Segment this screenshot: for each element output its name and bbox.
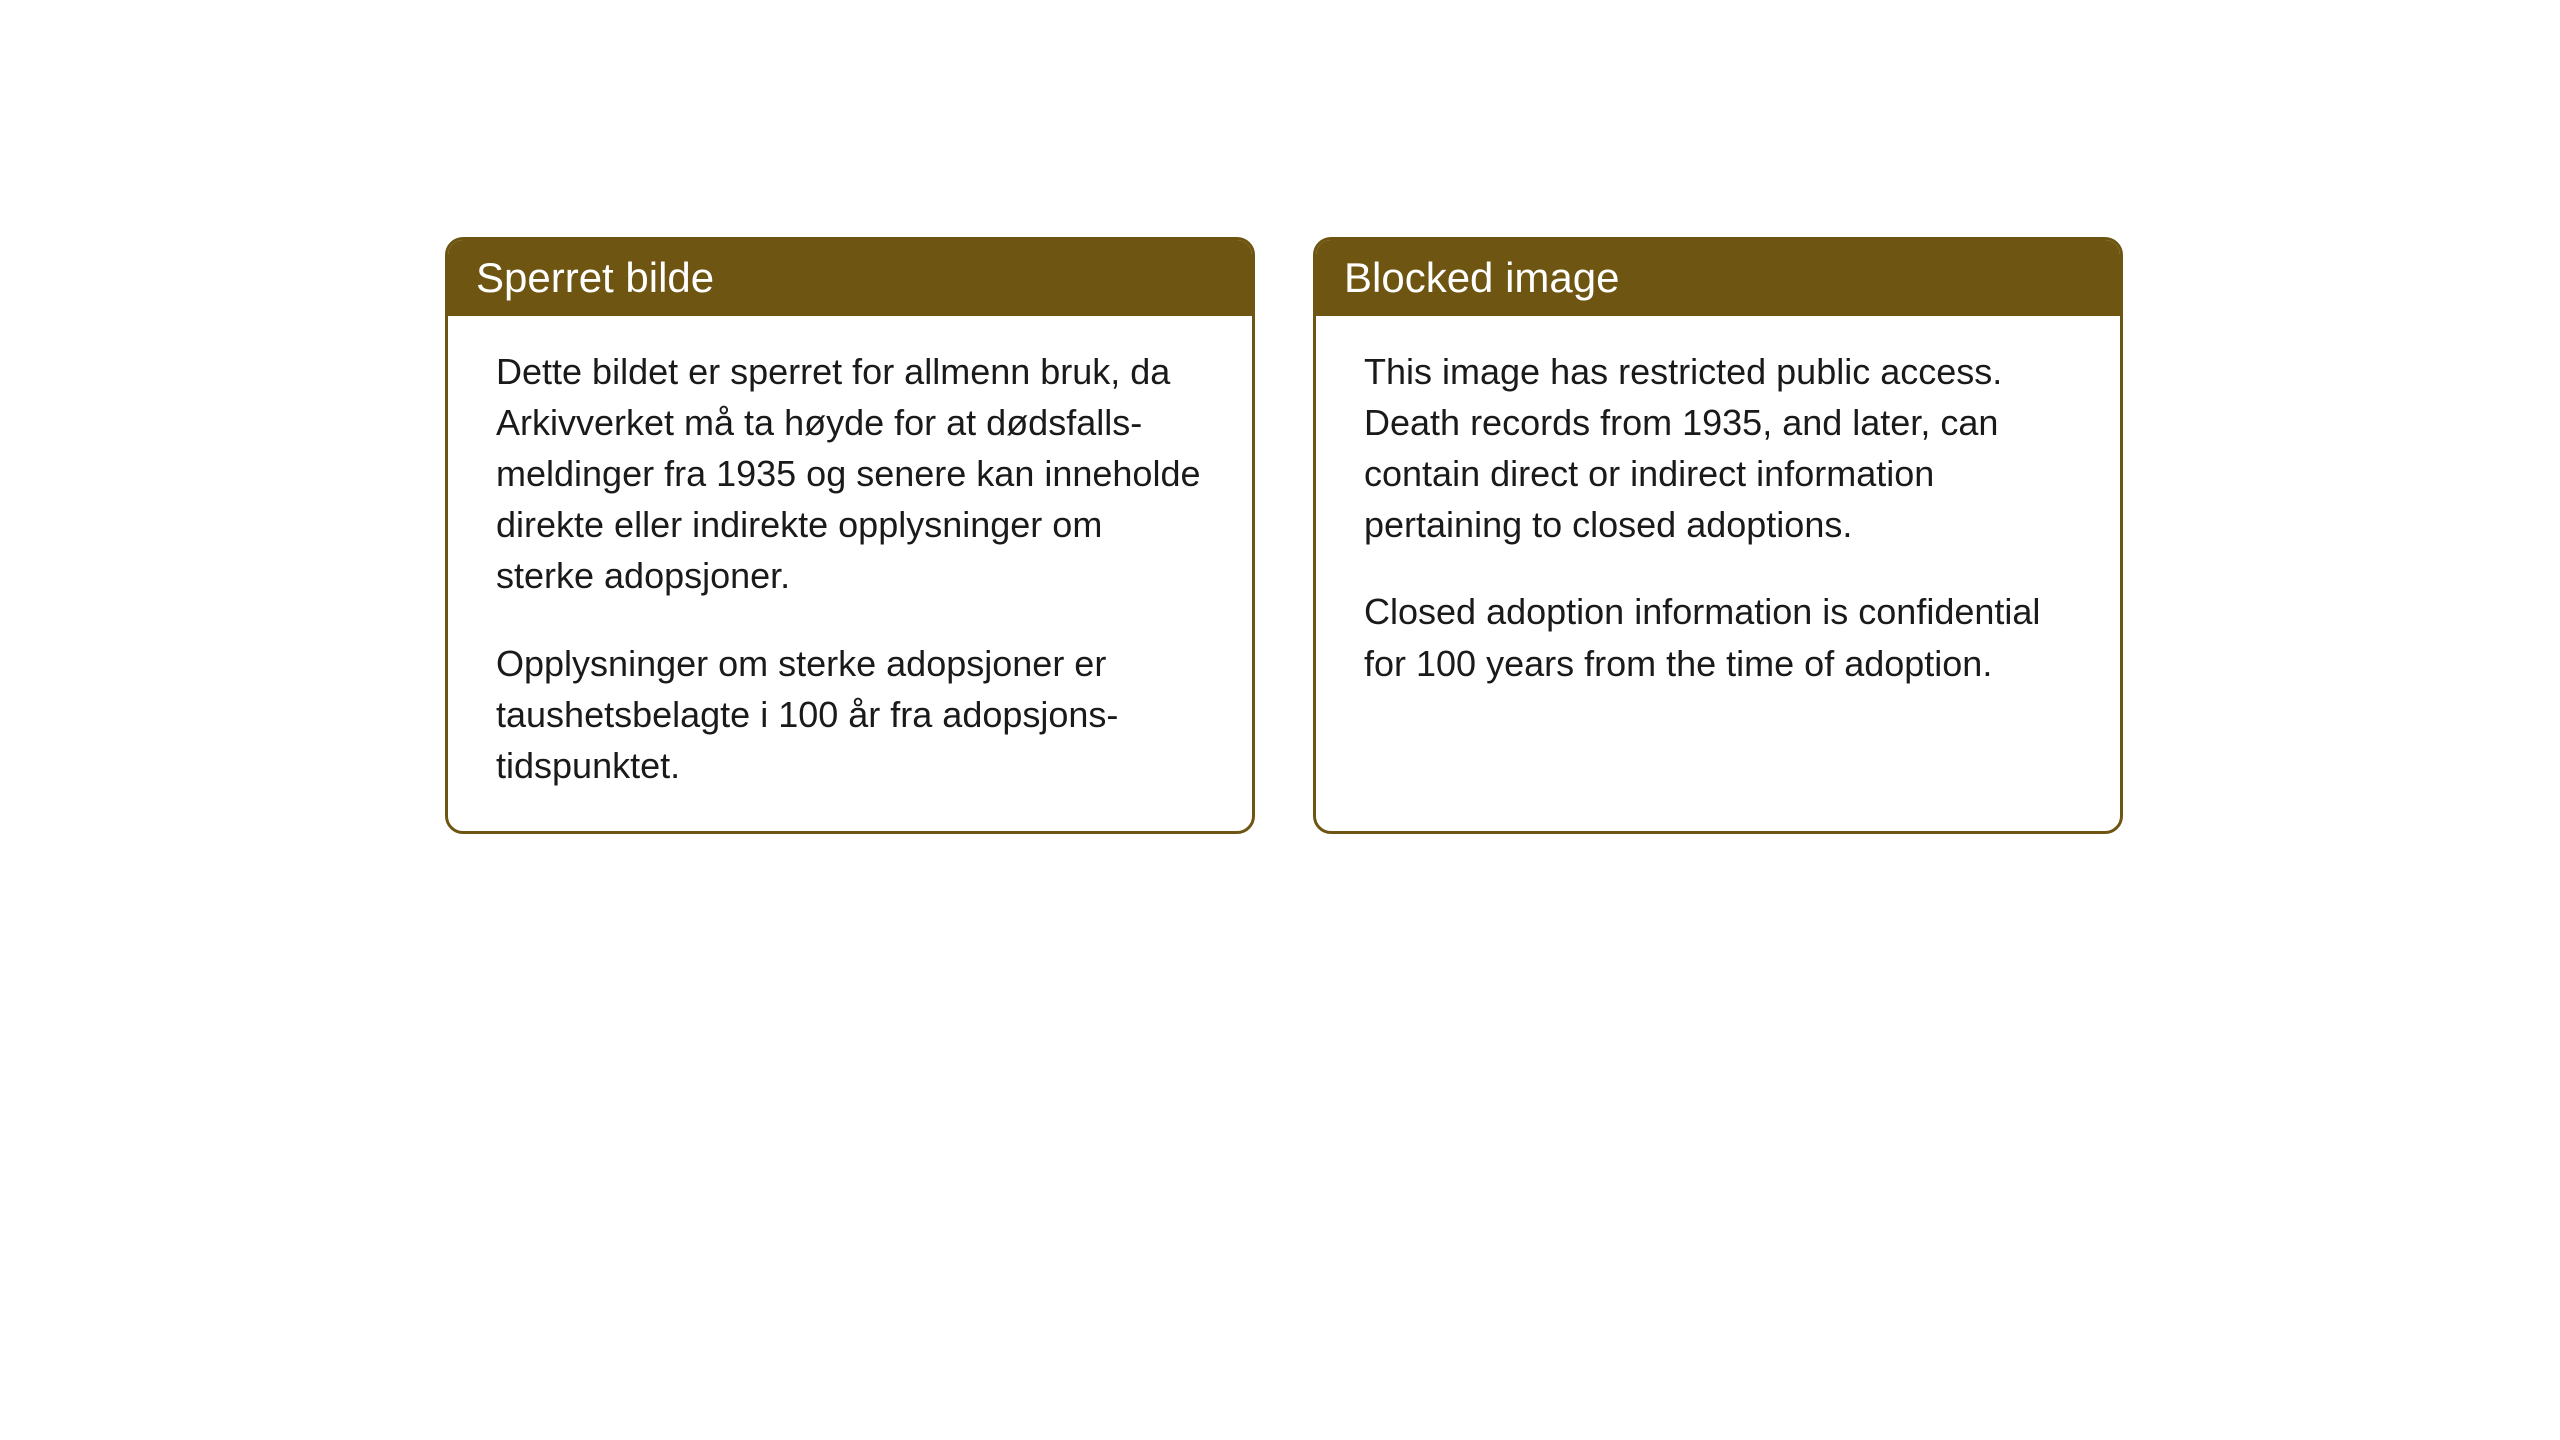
blocked-image-card-norwegian: Sperret bilde Dette bildet er sperret fo…	[445, 237, 1255, 834]
message-cards-container: Sperret bilde Dette bildet er sperret fo…	[445, 237, 2123, 834]
card-paragraph-1-norwegian: Dette bildet er sperret for allmenn bruk…	[496, 346, 1204, 602]
card-body-english: This image has restricted public access.…	[1316, 316, 2120, 729]
card-header-english: Blocked image	[1316, 240, 2120, 316]
card-title-english: Blocked image	[1344, 254, 1619, 301]
card-body-norwegian: Dette bildet er sperret for allmenn bruk…	[448, 316, 1252, 831]
blocked-image-card-english: Blocked image This image has restricted …	[1313, 237, 2123, 834]
card-header-norwegian: Sperret bilde	[448, 240, 1252, 316]
card-paragraph-2-english: Closed adoption information is confident…	[1364, 586, 2072, 688]
card-paragraph-2-norwegian: Opplysninger om sterke adopsjoner er tau…	[496, 638, 1204, 791]
card-title-norwegian: Sperret bilde	[476, 254, 714, 301]
card-paragraph-1-english: This image has restricted public access.…	[1364, 346, 2072, 550]
